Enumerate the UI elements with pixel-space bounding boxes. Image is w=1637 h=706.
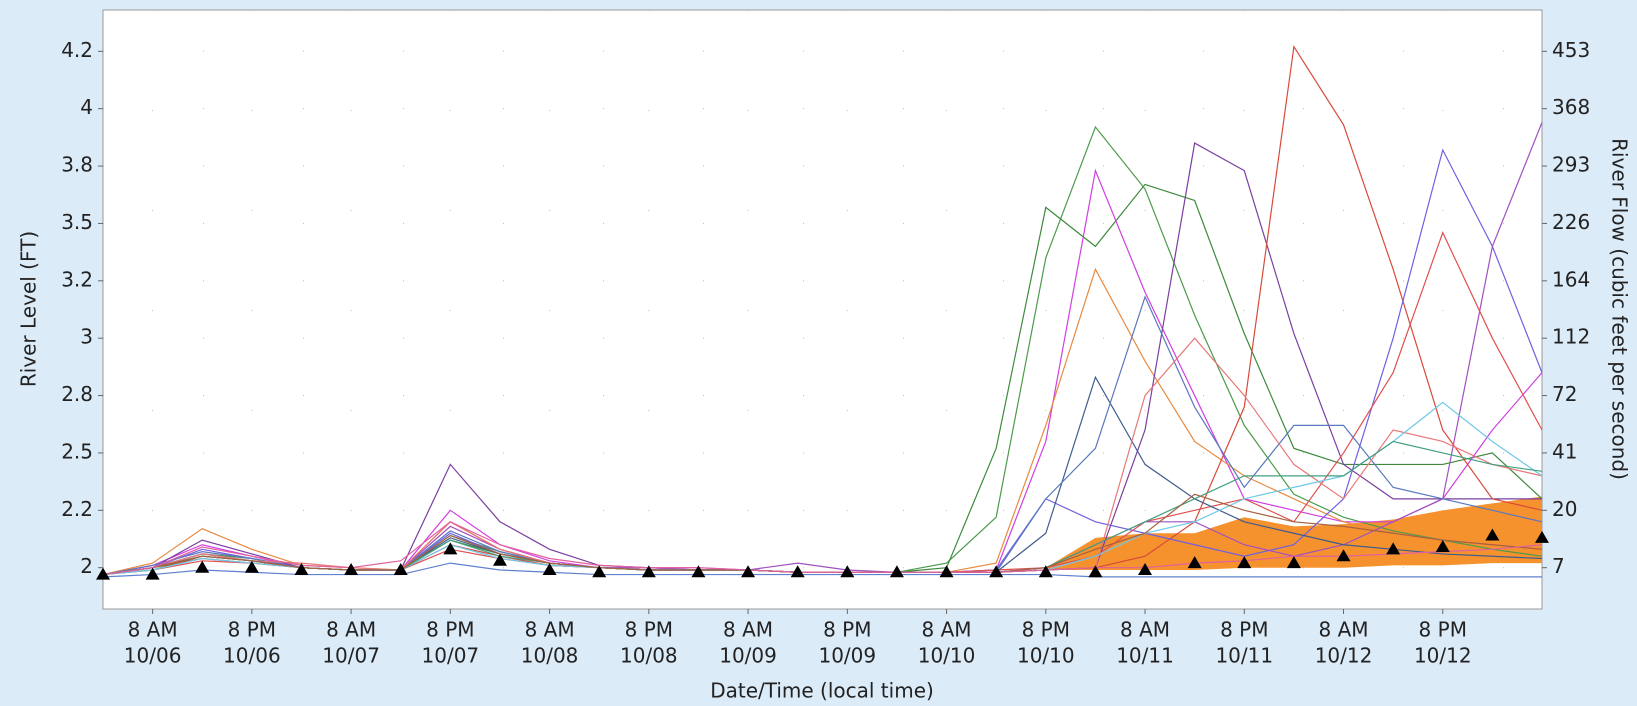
y-tick-label: 4 <box>80 95 93 119</box>
observed-marker <box>145 567 160 580</box>
x-tick-label: 8 AM <box>1319 618 1369 642</box>
observed-marker <box>1038 565 1053 578</box>
plot-area <box>102 9 1543 610</box>
y-tick-label: 3 <box>80 325 93 349</box>
observed-marker <box>1336 549 1351 562</box>
observed-marker <box>790 565 805 578</box>
x-tick-label: 8 AM <box>128 618 178 642</box>
x-tick-label: 8 PM <box>1419 618 1467 642</box>
x-tick-label: 8 PM <box>426 618 474 642</box>
x-tick-label: 8 PM <box>1022 618 1070 642</box>
x-tick-label: 8 AM <box>922 618 972 642</box>
y-axis-title: River Level (FT) <box>17 231 41 387</box>
y-tick-label: 2.8 <box>61 382 93 406</box>
ensemble-line <box>102 562 1542 578</box>
observed-marker <box>1485 528 1500 541</box>
observed-marker <box>443 542 458 555</box>
y2-tick-label: 226 <box>1552 210 1590 234</box>
x-tick-label: 10/11 <box>1116 644 1174 668</box>
y2-tick-label: 41 <box>1552 439 1577 463</box>
observed-marker <box>1435 540 1450 553</box>
observed-marker <box>641 565 656 578</box>
y2-tick-label: 453 <box>1552 38 1590 62</box>
observed-marker <box>592 565 607 578</box>
x-tick-label: 8 PM <box>823 618 871 642</box>
x-tick-label: 10/08 <box>620 644 678 668</box>
x-tick-label: 10/08 <box>521 644 579 668</box>
y-tick-label: 4.2 <box>61 38 93 62</box>
x-tick-label: 10/07 <box>422 644 480 668</box>
observed-marker <box>989 565 1004 578</box>
observed-marker <box>1187 556 1202 569</box>
y-tick-label: 3.2 <box>61 267 93 291</box>
x-tick-label: 10/12 <box>1315 644 1373 668</box>
observed-marker <box>1237 556 1252 569</box>
x-tick-label: 10/10 <box>918 644 976 668</box>
observed-marker <box>542 562 557 575</box>
x-tick-label: 8 AM <box>525 618 575 642</box>
x-tick-label: 8 PM <box>1220 618 1268 642</box>
y-tick-label: 2 <box>80 554 93 578</box>
x-axis-title: Date/Time (local time) <box>710 679 934 703</box>
observed-marker <box>889 565 904 578</box>
x-tick-label: 8 PM <box>625 618 673 642</box>
observed-marker <box>195 560 210 573</box>
observed-marker <box>939 565 954 578</box>
observed-marker <box>1088 565 1103 578</box>
observed-marker <box>1535 530 1549 543</box>
observed-marker <box>96 567 110 580</box>
observed-marker <box>344 562 359 575</box>
observed-marker <box>691 565 706 578</box>
y2-tick-label: 112 <box>1552 325 1590 349</box>
x-tick-label: 10/12 <box>1414 644 1472 668</box>
observed-marker <box>492 553 507 566</box>
y-tick-label: 2.2 <box>61 497 93 521</box>
x-tick-label: 10/10 <box>1017 644 1075 668</box>
x-tick-label: 10/09 <box>719 644 777 668</box>
observed-marker <box>741 565 756 578</box>
y2-tick-label: 164 <box>1552 267 1590 291</box>
y2-tick-label: 368 <box>1552 95 1590 119</box>
x-tick-label: 10/07 <box>322 644 380 668</box>
y2-tick-label: 7 <box>1552 554 1565 578</box>
y2-tick-label: 20 <box>1552 497 1577 521</box>
observed-marker <box>840 565 855 578</box>
observed-marker <box>1138 562 1153 575</box>
x-tick-label: 10/11 <box>1215 644 1273 668</box>
y2-tick-label: 293 <box>1552 153 1590 177</box>
observed-marker <box>1286 556 1301 569</box>
x-tick-label: 10/09 <box>818 644 876 668</box>
y-tick-label: 3.5 <box>61 210 93 234</box>
observed-marker <box>294 562 309 575</box>
y-tick-label: 2.5 <box>61 439 93 463</box>
observed-marker <box>244 560 259 573</box>
x-tick-label: 10/06 <box>124 644 182 668</box>
y-tick-label: 3.8 <box>61 153 93 177</box>
y2-tick-label: 72 <box>1552 382 1577 406</box>
observed-marker <box>393 562 408 575</box>
observed-marker <box>1386 542 1401 555</box>
x-tick-label: 10/06 <box>223 644 281 668</box>
x-tick-label: 8 AM <box>723 618 773 642</box>
x-tick-label: 8 AM <box>1120 618 1170 642</box>
x-tick-label: 8 PM <box>228 618 276 642</box>
y2-axis-title: River Flow (cubic feet per second) <box>1608 138 1632 480</box>
ensemble-line <box>102 521 1543 576</box>
x-tick-label: 8 AM <box>326 618 376 642</box>
